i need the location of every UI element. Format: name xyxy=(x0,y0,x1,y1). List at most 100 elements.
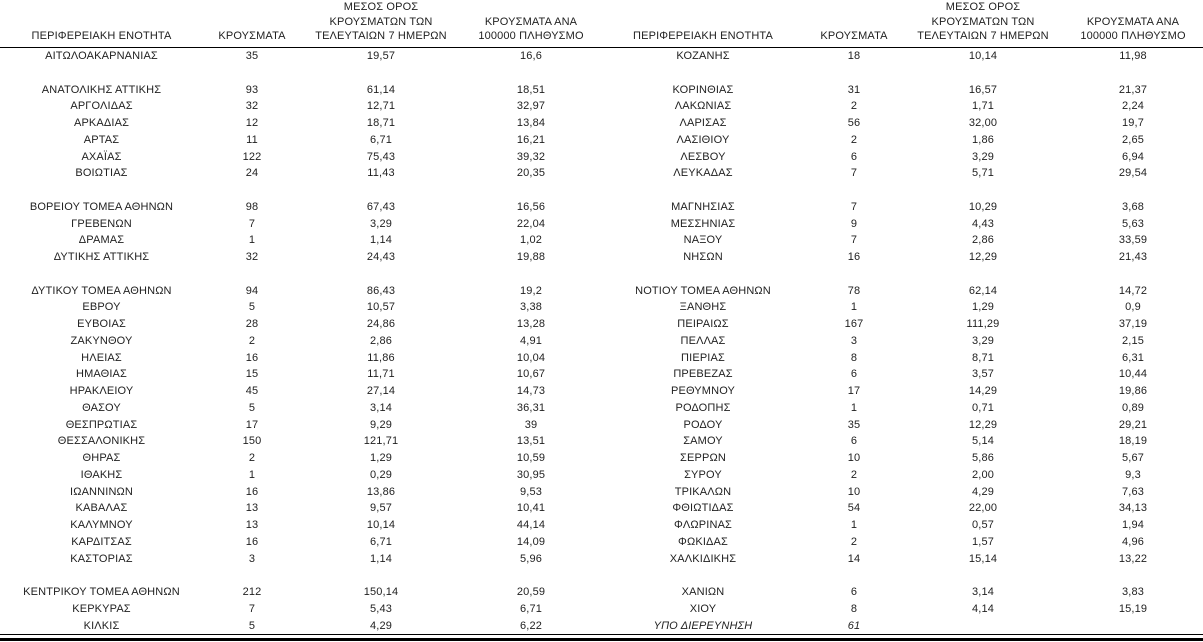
cell-avg7: 1,86 xyxy=(971,133,994,146)
spacer-cell xyxy=(601,65,805,82)
cell-avg7: 3,29 xyxy=(971,150,994,163)
cell-per100k: 29,54 xyxy=(1118,167,1148,180)
cell-cases: 9 xyxy=(850,217,858,230)
table-row: ΚΑΛΥΜΝΟΥ 13 10,14 44,14 ΦΛΩΡΙΝΑΣ 1 0,57 1,94 xyxy=(0,517,1203,534)
cell-per100k: 18,19 xyxy=(1118,435,1148,448)
cell-cases: 8 xyxy=(850,602,858,615)
cell-per100k: 1,02 xyxy=(519,234,542,247)
cell-per100k: 5,67 xyxy=(1121,452,1144,464)
cell-region: ΗΡΑΚΛΕΙΟΥ xyxy=(69,385,134,397)
column-header-per100k: ΚΡΟΥΣΜΑΤΑ ΑΝΑ 100000 ΠΛΗΘΥΣΜΟ xyxy=(1063,0,1203,48)
cell-per100k: 19,2 xyxy=(519,284,542,297)
cell-avg7: 10,57 xyxy=(366,301,396,314)
spacer-cell xyxy=(0,567,203,584)
cell-per100k: 0,9 xyxy=(1125,301,1141,314)
spacer-cell xyxy=(461,65,601,82)
cell-avg7: 0,29 xyxy=(369,468,392,481)
cell-avg7: 5,43 xyxy=(369,602,392,615)
spacer-cell xyxy=(461,266,601,283)
cell-region: ΠΕΛΛΑΣ xyxy=(680,334,726,347)
cell-avg7: 0,57 xyxy=(971,519,994,531)
column-header-cases: ΚΡΟΥΣΜΑΤΑ xyxy=(203,0,301,48)
cell-avg7: 24,43 xyxy=(366,251,396,263)
cell-region: ΗΜΑΘΙΑΣ xyxy=(75,368,127,381)
table-row: ΒΟΡΕΙΟΥ ΤΟΜΕΑ ΑΘΗΝΩΝ 98 67,43 16,56 ΜΑΓΝΗΣΙΑ… xyxy=(0,199,1203,216)
cell-region: ΘΗΡΑΣ xyxy=(82,452,121,464)
cell-region: ΖΑΚΥΝΘΟΥ xyxy=(70,334,133,347)
cell-cases: 3 xyxy=(850,334,858,347)
cell-cases: 212 xyxy=(242,586,262,598)
table-row: ΗΡΑΚΛΕΙΟΥ 45 27,14 14,73 ΡΕΘΥΜΝΟΥ 17 14,29 19,8… xyxy=(0,383,1203,400)
cell-region: ΚΟΖΑΝΗΣ xyxy=(676,50,730,62)
cell-avg7: 6,71 xyxy=(369,535,392,548)
cases-table-body: ΑΙΤΩΛΟΑΚΑΡΝΑΝΙΑΣ 35 19,57 16,6 ΚΟΖΑΝΗΣ 18 10,1… xyxy=(0,48,1203,636)
cell-avg7: 0,71 xyxy=(971,401,994,414)
cell-region: ΚΑΛΥΜΝΟΥ xyxy=(70,519,133,531)
cell-region: ΞΑΝΘΗΣ xyxy=(679,301,727,314)
table-row: ΘΗΡΑΣ 2 1,29 10,59 ΣΕΡΡΩΝ 10 5,86 5,67 xyxy=(0,450,1203,467)
table-row: ΙΩΑΝΝΙΝΩΝ 16 13,86 9,53 ΤΡΙΚΑΛΩΝ 10 4,29 7,63 xyxy=(0,484,1203,501)
cell-per100k: 2,65 xyxy=(1121,133,1144,146)
cell-per100k: 33,59 xyxy=(1118,234,1148,247)
cell-cases: 56 xyxy=(847,117,861,129)
cell-per100k: 39,32 xyxy=(516,150,546,163)
cell-per100k: 5,96 xyxy=(519,552,542,565)
cell-region: ΝΗΣΩΝ xyxy=(683,251,723,263)
cell-avg7: 67,43 xyxy=(366,200,396,213)
cell-cases: 32 xyxy=(245,251,259,263)
cell-per100k: 2,24 xyxy=(1121,100,1144,113)
column-header-avg7: ΜΕΣΟΣ ΟΡΟΣ ΚΡΟΥΣΜΑΤΩΝ ΤΩΝ ΤΕΛΕΥΤΑΙΩΝ 7 Η… xyxy=(903,0,1063,48)
cell-per100k: 16,6 xyxy=(519,50,542,62)
cell-cases: 24 xyxy=(245,167,259,180)
cell-cases: 93 xyxy=(245,83,259,96)
column-header-avg7-line3: ΤΕΛΕΥΤΑΙΩΝ 7 ΗΜΕΡΩΝ xyxy=(917,30,1049,43)
column-header-avg7-line3: ΤΕΛΕΥΤΑΙΩΝ 7 ΗΜΕΡΩΝ xyxy=(315,30,447,43)
cell-avg7: 24,86 xyxy=(366,318,396,330)
cell-per100k: 4,91 xyxy=(519,334,542,347)
table-row: ΚΑΡΔΙΤΣΑΣ 16 6,71 14,09 ΦΩΚΙΔΑΣ 2 1,57 4,96 xyxy=(0,534,1203,551)
column-header-per100k-line1: ΚΡΟΥΣΜΑΤΑ ΑΝΑ xyxy=(484,15,578,28)
cell-region: ΘΕΣΣΑΛΟΝΙΚΗΣ xyxy=(57,435,146,448)
column-header-per100k: ΚΡΟΥΣΜΑΤΑ ΑΝΑ 100000 ΠΛΗΘΥΣΜΟ xyxy=(461,0,601,48)
spacer-cell xyxy=(903,182,1063,199)
cell-cases: 167 xyxy=(844,318,864,330)
cell-cases: 31 xyxy=(847,83,861,96)
cell-region: ΧΙΟΥ xyxy=(689,602,717,615)
cell-avg7: 5,14 xyxy=(971,435,994,448)
cell-avg7: 150,14 xyxy=(363,586,399,598)
cell-cases: 45 xyxy=(245,385,259,397)
cell-region: ΡΟΔΟΠΗΣ xyxy=(675,401,731,414)
cell-avg7: 62,14 xyxy=(968,284,998,297)
cell-avg7: 9,57 xyxy=(369,502,392,515)
cell-cases: 16 xyxy=(245,535,259,548)
column-header-per100k-line2: 100000 ΠΛΗΘΥΣΜΟ xyxy=(478,30,584,43)
spacer-cell xyxy=(1063,266,1203,283)
spacer-cell xyxy=(301,65,461,82)
cell-per100k: 15,19 xyxy=(1118,602,1148,615)
cell-cases: 5 xyxy=(203,617,301,636)
column-header-per100k-line1: ΚΡΟΥΣΜΑΤΑ ΑΝΑ xyxy=(1086,15,1180,28)
cell-per100k: 6,94 xyxy=(1121,150,1144,163)
cell-per100k: 16,21 xyxy=(516,133,546,146)
cell-region: ΣΕΡΡΩΝ xyxy=(680,452,726,464)
spacer-cell xyxy=(203,182,301,199)
table-row: ΑΝΑΤΟΛΙΚΗΣ ΑΤΤΙΚΗΣ 93 61,14 18,51 ΚΟΡΙΝΘΙΑΣ 3… xyxy=(0,82,1203,99)
cell-per100k: 18,51 xyxy=(516,83,546,96)
table-row: ΔΥΤΙΚΗΣ ΑΤΤΙΚΗΣ 32 24,43 19,88 ΝΗΣΩΝ 16 12,29 2… xyxy=(0,249,1203,266)
table-row: ΑΧΑΪΑΣ 122 75,43 39,32 ΛΕΣΒΟΥ 6 3,29 6,94 xyxy=(0,149,1203,166)
cell-cases: 150 xyxy=(242,435,262,448)
cell-cases: 13 xyxy=(245,519,259,531)
cell-per100k: 7,63 xyxy=(1121,485,1144,498)
spacer-cell xyxy=(805,182,903,199)
cell-region: ΚΑΡΔΙΤΣΑΣ xyxy=(71,535,132,548)
cell-avg7: 32,00 xyxy=(968,117,998,129)
cell-cases: 6 xyxy=(850,435,858,448)
cell-region: ΗΛΕΙΑΣ xyxy=(81,351,122,364)
cell-cases: 5 xyxy=(248,401,256,414)
cell-region: ΦΘΙΩΤΙΔΑΣ xyxy=(672,502,734,515)
cell-avg7: 4,14 xyxy=(971,602,994,615)
spacer-cell xyxy=(203,65,301,82)
cell-region: ΛΕΥΚΑΔΑΣ xyxy=(673,167,733,180)
cell-avg7: 3,29 xyxy=(971,334,994,347)
